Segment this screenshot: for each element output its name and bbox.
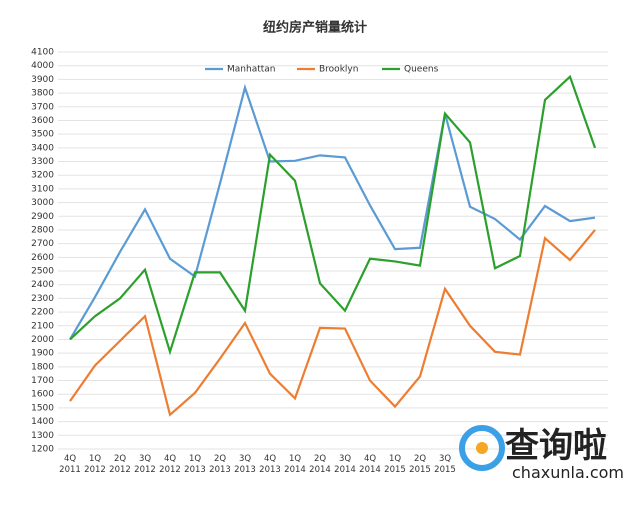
chart-title: 纽约房产销量统计 <box>263 20 367 36</box>
y-tick-label: 4100 <box>31 48 54 58</box>
x-tick-label: 4Q 2014 <box>359 454 381 475</box>
series-line <box>69 83 596 341</box>
y-tick-label: 3400 <box>31 143 54 153</box>
y-tick-label: 2600 <box>31 253 54 263</box>
y-tick-label: 3700 <box>31 102 54 112</box>
y-tick-label: 2100 <box>31 321 54 331</box>
watermark-dot <box>476 442 488 454</box>
y-tick-label: 3800 <box>31 89 54 99</box>
watermark-url: chaxunla.com <box>512 463 624 482</box>
x-tick-label: 2Q 2014 <box>309 454 331 475</box>
y-tick-label: 1500 <box>31 403 54 413</box>
y-tick-label: 3900 <box>31 75 54 85</box>
x-tick-label: 3Q 2014 <box>334 454 356 475</box>
y-tick-label: 2800 <box>31 225 54 235</box>
y-tick-label: 3000 <box>31 198 54 208</box>
watermark: 查询啦 <box>505 426 607 466</box>
x-tick-label: 1Q 2014 <box>284 454 306 475</box>
y-tick-label: 1400 <box>31 417 54 427</box>
legend-label: Queens <box>404 65 439 75</box>
x-tick-label: 1Q 2012 <box>84 454 106 475</box>
y-tick-label: 1600 <box>31 390 54 400</box>
y-tick-label: 2300 <box>31 294 54 304</box>
x-tick-label: 3Q 2013 <box>234 454 256 475</box>
x-tick-label: 1Q 2013 <box>184 454 206 475</box>
y-tick-label: 2000 <box>31 335 54 345</box>
y-tick-label: 3300 <box>31 157 54 167</box>
y-tick-label: 4000 <box>31 61 54 71</box>
y-tick-label: 2900 <box>31 212 54 222</box>
x-tick-label: 4Q 2011 <box>59 454 81 475</box>
y-tick-label: 3500 <box>31 130 54 140</box>
y-tick-label: 1900 <box>31 349 54 359</box>
x-tick-label: 4Q 2013 <box>259 454 281 475</box>
x-tick-label: 2Q 2013 <box>209 454 231 475</box>
x-tick-label: 4Q 2012 <box>159 454 181 475</box>
x-tick-label: 1Q 2015 <box>384 454 406 475</box>
x-tick-label: 3Q 2015 <box>434 454 456 475</box>
y-tick-label: 1700 <box>31 376 54 386</box>
legend-label: Manhattan <box>227 65 275 75</box>
y-tick-label: 2400 <box>31 280 54 290</box>
x-tick-label: 2Q 2015 <box>409 454 431 475</box>
legend-label: Brooklyn <box>319 65 358 75</box>
y-tick-label: 1200 <box>31 445 54 455</box>
y-tick-label: 1800 <box>31 362 54 372</box>
y-tick-label: 2200 <box>31 308 54 318</box>
y-tick-label: 3200 <box>31 171 54 181</box>
y-tick-label: 3600 <box>31 116 54 126</box>
watermark-logo <box>459 425 505 471</box>
series-line <box>69 74 597 356</box>
y-tick-label: 2700 <box>31 239 54 249</box>
y-tick-label: 3100 <box>31 184 54 194</box>
x-tick-label: 2Q 2012 <box>109 454 131 475</box>
x-tick-label: 3Q 2012 <box>134 454 156 475</box>
series-line <box>69 229 596 417</box>
y-tick-label: 1300 <box>31 431 54 441</box>
y-tick-label: 2500 <box>31 267 54 277</box>
